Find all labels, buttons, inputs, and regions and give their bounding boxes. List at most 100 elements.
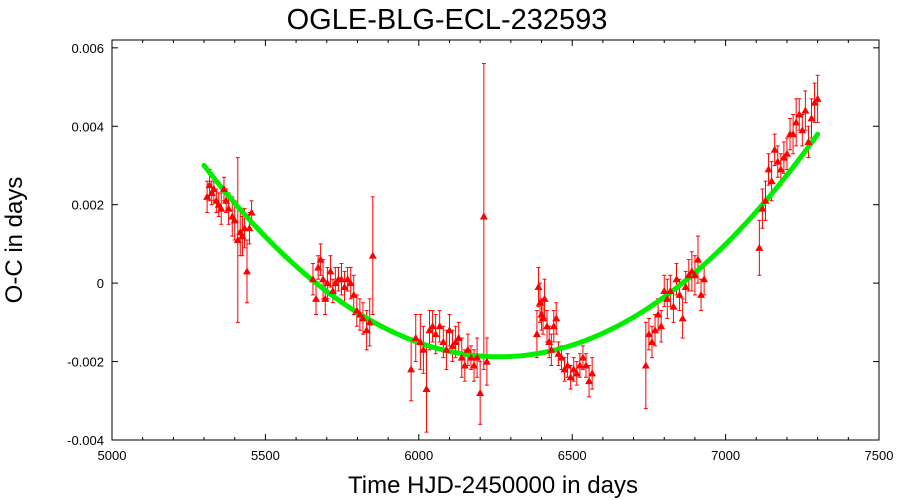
data-point xyxy=(569,365,578,373)
data-point xyxy=(761,196,770,204)
data-point xyxy=(416,337,425,345)
data-point xyxy=(575,361,584,369)
data-point xyxy=(422,385,431,393)
data-point xyxy=(554,349,563,357)
data-point xyxy=(473,353,482,361)
data-point xyxy=(219,185,228,193)
data-point xyxy=(224,204,233,212)
data-point xyxy=(428,322,437,330)
data-point xyxy=(230,216,239,224)
y-tick-label: 0.006 xyxy=(71,41,104,56)
data-point xyxy=(532,330,541,338)
data-point xyxy=(479,212,488,220)
data-point xyxy=(411,334,420,342)
data-point xyxy=(247,208,256,216)
data-points xyxy=(203,94,822,396)
data-point xyxy=(681,283,690,291)
data-point xyxy=(207,188,216,196)
data-point xyxy=(425,326,434,334)
data-point xyxy=(552,314,561,322)
data-point xyxy=(238,232,247,240)
data-point xyxy=(807,114,816,122)
data-point xyxy=(758,204,767,212)
x-tick-label: 7500 xyxy=(865,448,894,463)
data-point xyxy=(343,275,352,283)
data-point xyxy=(789,130,798,138)
data-point xyxy=(557,353,566,361)
data-point xyxy=(319,275,328,283)
fit-curve-layer xyxy=(201,131,821,360)
data-point xyxy=(349,290,358,298)
data-point xyxy=(651,326,660,334)
data-point xyxy=(407,365,416,373)
data-point xyxy=(331,279,340,287)
data-point xyxy=(675,290,684,298)
data-point xyxy=(776,165,785,173)
data-point xyxy=(588,369,597,377)
data-point xyxy=(578,353,587,361)
x-tick-label: 6000 xyxy=(404,448,433,463)
data-point xyxy=(233,236,242,243)
data-point xyxy=(672,275,681,283)
data-point xyxy=(801,106,810,114)
data-point xyxy=(454,334,463,342)
data-point xyxy=(362,326,371,334)
data-point xyxy=(217,204,226,212)
data-point xyxy=(647,337,656,345)
data-point xyxy=(326,267,335,275)
data-point xyxy=(795,110,804,118)
x-axis-ticks: 5000 5500 6000 6500 7000 7500 xyxy=(98,40,894,463)
data-point xyxy=(813,94,822,102)
data-point xyxy=(660,286,669,294)
data-point xyxy=(549,322,558,330)
data-point xyxy=(457,353,466,361)
y-tick-label: 0.004 xyxy=(71,119,104,134)
y-tick-label: 0.002 xyxy=(71,198,104,213)
data-point xyxy=(355,310,364,318)
data-point xyxy=(666,286,675,294)
data-point xyxy=(773,157,782,165)
x-axis-label: Time HJD-2450000 in days xyxy=(348,472,638,499)
data-point xyxy=(543,322,552,330)
data-point xyxy=(448,341,457,349)
data-point xyxy=(534,283,543,291)
data-point xyxy=(316,255,325,263)
data-point xyxy=(693,255,702,263)
data-point xyxy=(755,243,764,251)
data-point xyxy=(451,337,460,345)
data-point xyxy=(312,294,321,302)
chart-title: OGLE-BLG-ECL-232593 xyxy=(287,4,608,36)
data-point xyxy=(539,314,548,322)
data-point xyxy=(314,263,323,271)
data-point xyxy=(687,267,696,275)
data-point xyxy=(798,126,807,134)
data-point xyxy=(767,177,776,185)
data-point xyxy=(566,373,575,381)
data-point xyxy=(245,224,254,232)
data-point xyxy=(352,306,361,314)
data-point xyxy=(654,310,663,318)
data-point xyxy=(657,322,666,330)
y-axis-label: O-C in days xyxy=(1,177,28,304)
data-point xyxy=(572,369,581,377)
data-point xyxy=(445,326,454,334)
x-tick-label: 6500 xyxy=(558,448,587,463)
data-point xyxy=(340,283,349,291)
data-point xyxy=(700,275,709,283)
data-point xyxy=(585,377,594,385)
data-point xyxy=(535,298,544,306)
data-point xyxy=(435,322,444,330)
data-point xyxy=(678,314,687,322)
data-point xyxy=(560,365,569,373)
y-tick-label: 0 xyxy=(97,276,104,291)
error-bars xyxy=(205,63,820,433)
data-point xyxy=(641,361,650,369)
data-point xyxy=(328,286,337,294)
data-point xyxy=(419,345,428,353)
fit-curve xyxy=(201,131,821,360)
data-point xyxy=(358,314,367,322)
data-point xyxy=(644,330,653,338)
data-point xyxy=(792,118,801,126)
data-point xyxy=(368,251,377,259)
